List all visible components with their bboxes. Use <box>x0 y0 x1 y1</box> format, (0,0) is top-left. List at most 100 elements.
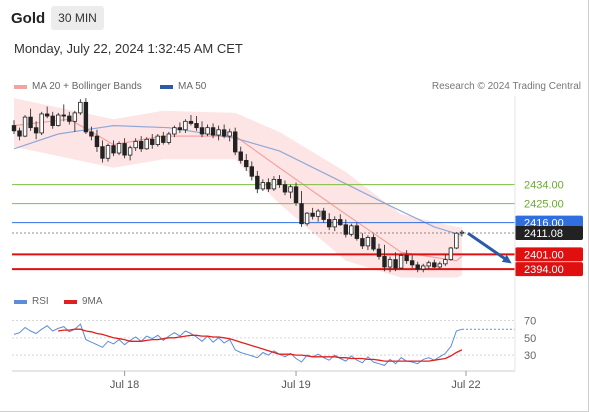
candle-down <box>327 219 332 228</box>
candle-down <box>194 123 199 129</box>
x-tick-label: Jul 18 <box>110 379 139 391</box>
candle-down <box>282 184 288 193</box>
candle-up <box>105 145 111 159</box>
ma9-swatch <box>64 299 77 304</box>
candle-up <box>421 265 426 270</box>
price-level-label: 2401.00 <box>524 249 564 261</box>
candle-down <box>94 135 100 148</box>
candle-down <box>360 238 365 247</box>
candle-down <box>409 260 415 266</box>
candle-up <box>78 101 83 114</box>
candle-up <box>133 140 138 149</box>
timestamp: Monday, July 22, 2024 1:32:45 AM CET <box>14 41 243 56</box>
candle-up <box>271 178 277 190</box>
candle-up <box>144 138 149 150</box>
candle-down <box>238 151 243 161</box>
candle-up <box>448 247 454 261</box>
candle-down <box>393 259 398 269</box>
candle-up <box>365 237 371 247</box>
candle-up <box>459 231 465 234</box>
candle-down <box>354 225 360 239</box>
ma20-label: MA 20 + Bollinger Bands <box>32 81 142 92</box>
candle-down <box>266 182 271 190</box>
candle-up <box>443 259 448 265</box>
instrument-title: Gold <box>11 10 46 27</box>
candle-down <box>277 178 282 186</box>
candle-down <box>33 127 39 134</box>
candle-up <box>172 127 177 135</box>
candle-up <box>437 263 443 268</box>
legend-ma50: MA 50 <box>160 81 206 92</box>
rsi-line <box>13 323 463 366</box>
header: Gold 30 MIN <box>0 0 589 36</box>
rsi-swatch <box>14 299 27 304</box>
candle-down <box>44 113 50 117</box>
candle-down <box>61 114 66 117</box>
candle-down <box>150 138 155 145</box>
ma50-swatch <box>160 84 173 89</box>
x-tick-label: Jul 22 <box>451 379 480 391</box>
forecast-arrow-shaft <box>467 231 509 262</box>
candle-down <box>199 127 205 135</box>
candle-down <box>249 166 254 177</box>
rsi-tick-label: 70 <box>524 316 536 328</box>
candle-up <box>155 135 160 145</box>
candle-down <box>432 262 437 268</box>
price-level-label: 2411.08 <box>524 228 563 240</box>
price-level-tag <box>515 262 583 277</box>
candle-down <box>210 127 216 136</box>
candle-up <box>22 116 28 137</box>
ma50-label: MA 50 <box>178 81 207 92</box>
candle-down <box>338 219 343 226</box>
candle-down <box>244 159 249 168</box>
candle-up <box>426 262 431 267</box>
candle-up <box>454 232 459 249</box>
candle-down <box>321 210 326 220</box>
x-tick-label: Jul 19 <box>281 379 310 391</box>
timeframe-button[interactable]: 30 MIN <box>51 6 104 30</box>
candle-up <box>398 254 404 269</box>
candle-up <box>205 127 210 135</box>
candle-down <box>255 175 260 190</box>
candle-down <box>17 130 22 137</box>
candle-up <box>72 112 78 122</box>
legend-ma9: 9MA <box>64 296 103 307</box>
rsi-tick-label: 50 <box>524 333 536 345</box>
candle-down <box>177 127 183 131</box>
legend-rsi: RSI <box>14 296 49 307</box>
candle-up <box>183 120 188 131</box>
candle-down <box>89 131 94 137</box>
candle-up <box>260 182 266 190</box>
candle-down <box>299 203 304 225</box>
candle-down <box>382 256 387 268</box>
candle-down <box>122 143 127 156</box>
candle-down <box>343 224 348 235</box>
candle-up <box>56 114 61 126</box>
candle-down <box>83 101 89 133</box>
price-level-label: 2434.00 <box>524 180 564 192</box>
candle-up <box>227 131 232 137</box>
candle-up <box>387 259 393 268</box>
candle-up <box>288 186 293 193</box>
candle-up <box>127 147 133 156</box>
rsi-ma9-line <box>58 328 463 362</box>
price-level-tag <box>515 226 583 241</box>
candle-down <box>404 254 409 262</box>
candle-down <box>376 248 382 257</box>
price-level-tag <box>515 247 583 262</box>
candle-down <box>67 115 72 122</box>
candle-up <box>315 210 321 217</box>
ma20-swatch <box>14 84 27 89</box>
candle-down <box>310 212 315 217</box>
candle-up <box>304 212 310 225</box>
candle-down <box>232 131 238 153</box>
candle-down <box>188 120 194 124</box>
price-level-label: 2394.00 <box>524 264 564 276</box>
rsi-tick-label: 30 <box>524 350 536 362</box>
candle-up <box>349 225 354 235</box>
bollinger-band <box>14 98 462 278</box>
candle-up <box>332 219 337 228</box>
candle-down <box>293 186 299 204</box>
candle-down <box>371 237 376 250</box>
